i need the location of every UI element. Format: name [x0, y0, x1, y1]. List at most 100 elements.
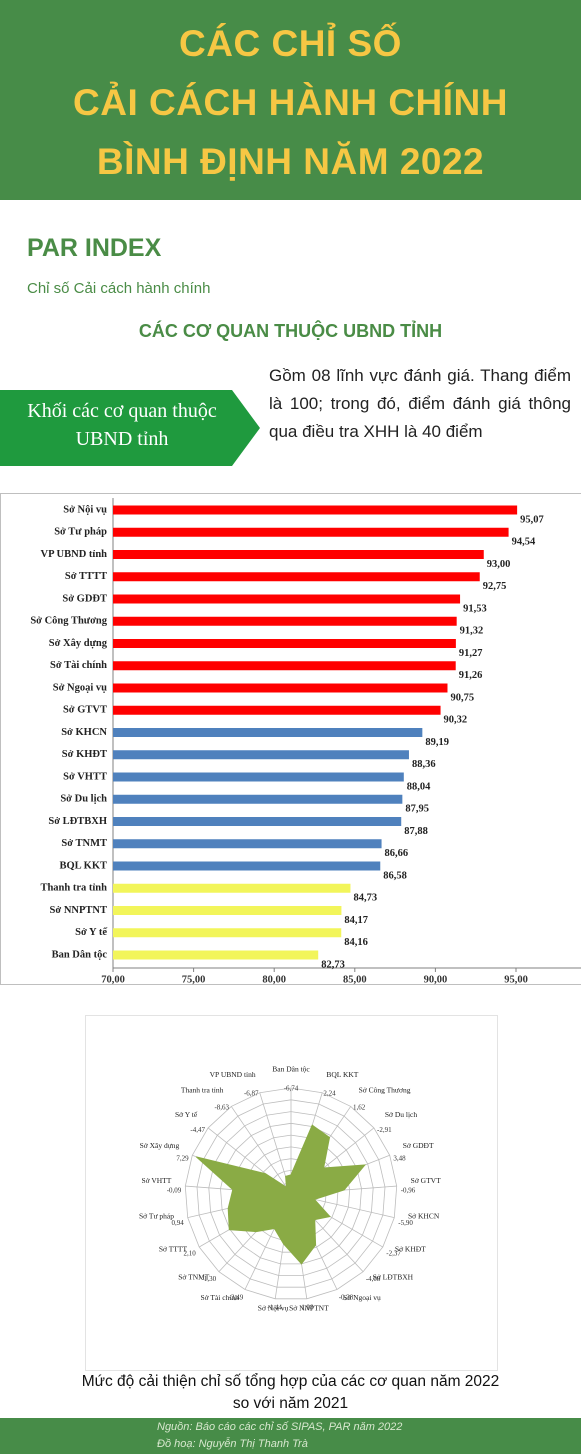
y-tick-label: Sở TNMT: [61, 838, 107, 849]
title-line: CẢI CÁCH HÀNH CHÍNH: [73, 82, 508, 123]
y-tick-label: VP UBND tỉnh: [40, 549, 107, 560]
description: Gồm 08 lĩnh vực đánh giá. Thang điểm là …: [269, 366, 571, 441]
y-tick-label: Sở VHTT: [63, 771, 107, 782]
y-tick-label: Sở GDĐT: [62, 593, 107, 604]
bar: [113, 906, 342, 915]
y-tick-label: Sở KHĐT: [62, 749, 107, 760]
grid-ring: [184, 1087, 398, 1300]
value-label: 88,04: [407, 781, 431, 792]
bar: [113, 661, 456, 671]
y-tick-label: Sở NNPTNT: [50, 905, 107, 916]
axis-label: Sở Tư pháp: [139, 1211, 174, 1220]
value-label: 92,75: [483, 581, 507, 592]
bar: [113, 728, 423, 737]
bar: [113, 750, 409, 760]
grid-ring: [196, 1099, 386, 1288]
value-label: 86,58: [383, 870, 407, 881]
y-tick-label: BQL KKT: [59, 860, 107, 871]
value-label: -0,38: [339, 1294, 354, 1302]
y-tick-label: Sở Tư pháp: [54, 527, 107, 538]
value-label: 0,94: [172, 1219, 185, 1227]
axis-label: Thanh tra tỉnh: [181, 1086, 224, 1095]
value-label: 7,29: [176, 1154, 189, 1162]
footer-source: Nguồn: Báo cáo các chỉ số SIPAS, PAR năm…: [157, 1421, 403, 1433]
value-label: -1,44: [267, 1303, 282, 1311]
section-heading: PAR INDEX: [27, 234, 162, 262]
value-label: 91,32: [460, 626, 484, 637]
title-line: CÁC CHỈ SỐ: [179, 23, 402, 64]
x-tick-label: 70,00: [101, 974, 125, 985]
axis-label: Sở Xây dựng: [140, 1141, 180, 1150]
axis-label: Sở Nội vụ: [258, 1303, 289, 1312]
footer: Nguồn: Báo cáo các chỉ số SIPAS, PAR năm…: [0, 1418, 581, 1454]
value-label: 91,26: [459, 670, 483, 681]
value-label: -6,87: [244, 1089, 259, 1097]
y-tick-label: Sở Tài chính: [50, 660, 107, 671]
value-label: 86,66: [385, 848, 409, 859]
value-label: 90,32: [444, 715, 468, 726]
value-label: 94,54: [512, 537, 536, 548]
axis-label: VP UBND tỉnh: [210, 1070, 256, 1079]
value-label: -0,96: [401, 1186, 416, 1194]
axis-label: Sở Công Thương: [359, 1086, 411, 1095]
spoke: [230, 1106, 292, 1195]
title-line: BÌNH ĐỊNH NĂM 2022: [96, 141, 485, 182]
header: CÁC CHỈ SỐ CẢI CÁCH HÀNH CHÍNH BÌNH ĐỊNH…: [0, 0, 581, 200]
x-tick-label: 75,00: [182, 974, 206, 985]
axis-label: Sở NNPTNT: [289, 1303, 329, 1312]
y-tick-label: Sở Du lịch: [60, 794, 107, 805]
bar: [113, 594, 461, 604]
bar: [113, 639, 456, 648]
y-tick-label: Sở KHCN: [61, 727, 107, 738]
value-label: 87,88: [404, 826, 428, 837]
value-label: 1,62: [353, 1104, 366, 1112]
y-tick-label: Sở Nội vụ: [63, 504, 107, 515]
bar: [113, 839, 382, 849]
x-tick-label: 85,00: [343, 974, 367, 985]
x-tick-label: 95,00: [504, 974, 528, 985]
axis-label: Sở TNMT: [178, 1273, 210, 1282]
y-tick-label: Sở GTVT: [63, 705, 107, 716]
value-label: -2,91: [377, 1126, 392, 1134]
bar: [113, 550, 484, 559]
grid-ring: [208, 1111, 374, 1276]
axis-label: BQL KKT: [326, 1070, 358, 1079]
bar: [113, 883, 351, 893]
value-label: 84,17: [344, 915, 368, 926]
radar-chart: Ban Dân tộc -6,74 BQL KKT 2,24 Sở Công Thươn…: [139, 1065, 441, 1313]
value-label: 87,95: [405, 804, 429, 815]
value-label: -5,90: [398, 1219, 413, 1227]
tag-background: [0, 390, 260, 466]
value-label: 84,16: [344, 937, 368, 948]
value-label: 1,98: [301, 1303, 314, 1311]
value-label: -4,08: [366, 1275, 381, 1283]
bar: [113, 572, 480, 582]
value-label: -1,30: [202, 1275, 217, 1283]
x-tick-label: 80,00: [262, 974, 286, 985]
value-label: 91,27: [459, 648, 483, 659]
bar: [113, 950, 319, 960]
tag-arrow: [0, 390, 260, 466]
y-tick-label: Sở Công Thương: [30, 616, 107, 627]
footer-credit: Đồ hoạ: Nguyễn Thị Thanh Trà: [157, 1438, 308, 1450]
bar: [113, 794, 403, 804]
axis-label: Sở KHĐT: [395, 1245, 426, 1254]
value-label: 90,75: [450, 692, 474, 703]
y-tick-label: Sở Ngoại vụ: [53, 682, 107, 693]
value-label: 93,00: [487, 559, 511, 570]
axis-label: Sở TTTT: [159, 1245, 188, 1254]
axis-label: Sở Ngoại vụ: [343, 1293, 381, 1302]
axis-label: Sở Du lịch: [385, 1110, 418, 1119]
bar: [113, 616, 457, 626]
bar: [113, 705, 441, 715]
grid-ring: [220, 1122, 362, 1265]
axis-label: Sở Y tế: [175, 1110, 198, 1119]
value-label: 95,07: [520, 514, 544, 525]
value-label: 3,48: [393, 1154, 406, 1162]
y-tick-label: Ban Dân tộc: [52, 949, 108, 960]
axis-label: Sở KHCN: [408, 1211, 440, 1220]
group-title: CÁC CƠ QUAN THUỘC UBND TỈNH: [138, 321, 443, 341]
value-label: -3,49: [229, 1294, 244, 1302]
